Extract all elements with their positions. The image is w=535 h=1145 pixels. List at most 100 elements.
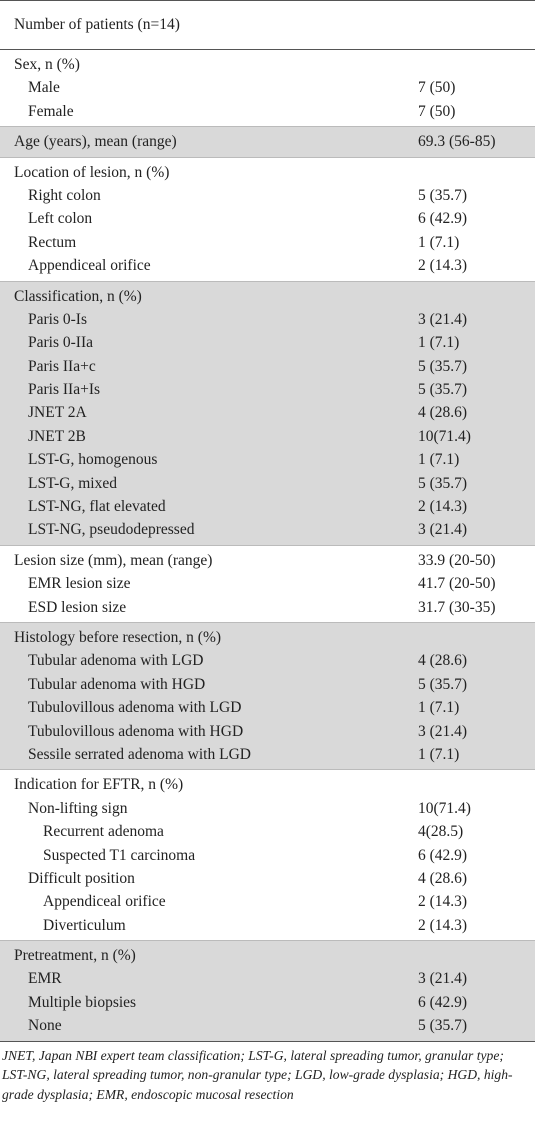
table-row: Pretreatment, n (%) xyxy=(0,944,535,967)
row-value: 5 (35.7) xyxy=(418,381,468,399)
row-value: 41.7 (20-50) xyxy=(418,575,496,593)
row-value: 4(28.5) xyxy=(418,823,464,841)
row-label: Paris 0-IIa xyxy=(28,334,93,352)
row-label: Pretreatment, n (%) xyxy=(14,947,136,965)
row-label: LST-G, homogenous xyxy=(28,451,158,469)
row-label: Rectum xyxy=(28,233,77,251)
row-value: 5 (35.7) xyxy=(418,186,468,204)
table-row: Histology before resection, n (%) xyxy=(0,626,535,649)
table-row: JNET 2A 4 (28.6) xyxy=(0,401,535,424)
table-row: Paris IIa+c 5 (35.7) xyxy=(0,355,535,378)
row-label: Paris IIa+Is xyxy=(28,381,101,399)
table-row: Female 7 (50) xyxy=(0,100,535,123)
table-row: Multiple biopsies 6 (42.9) xyxy=(0,991,535,1014)
row-label: Female xyxy=(28,102,74,120)
row-label: Multiple biopsies xyxy=(28,993,137,1011)
row-label: Tubular adenoma with HGD xyxy=(28,675,206,693)
table-row: Indication for EFTR, n (%) xyxy=(0,773,535,796)
table-row: Paris 0-IIa 1 (7.1) xyxy=(0,331,535,354)
table-section: Age (years), mean (range) 69.3 (56-85) xyxy=(0,126,535,157)
table-footnote: JNET, Japan NBI expert team classificati… xyxy=(0,1040,535,1105)
row-value: 2 (14.3) xyxy=(418,257,468,275)
row-label: Suspected T1 carcinoma xyxy=(43,846,196,864)
table-row: EMR lesion size 41.7 (20-50) xyxy=(0,572,535,595)
table-section: Histology before resection, n (%) Tubular… xyxy=(0,621,535,770)
table-row: Classification, n (%) xyxy=(0,285,535,308)
row-label: LST-G, mixed xyxy=(28,474,117,492)
row-value: 3 (21.4) xyxy=(418,521,468,539)
row-value: 1 (7.1) xyxy=(418,334,460,352)
row-value: 1 (7.1) xyxy=(418,699,460,717)
table-row: Paris IIa+Is 5 (35.7) xyxy=(0,378,535,401)
row-value: 10(71.4) xyxy=(418,427,471,445)
table-row: Diverticulum 2 (14.3) xyxy=(0,914,535,937)
row-value: 3 (21.4) xyxy=(418,310,468,328)
row-label: None xyxy=(28,1017,62,1035)
row-label: Tubulovillous adenoma with HGD xyxy=(28,722,244,740)
row-label: Appendiceal orifice xyxy=(28,257,151,275)
table-row: LST-G, homogenous 1 (7.1) xyxy=(0,448,535,471)
table-row: Non-lifting sign 10(71.4) xyxy=(0,797,535,820)
row-value: 69.3 (56-85) xyxy=(418,133,496,151)
row-label: Appendiceal orifice xyxy=(43,893,166,911)
table-row: Paris 0-Is 3 (21.4) xyxy=(0,308,535,331)
row-value: 5 (35.7) xyxy=(418,675,468,693)
table-row: None 5 (35.7) xyxy=(0,1014,535,1037)
table-row: Lesion size (mm), mean (range) 33.9 (20-5… xyxy=(0,549,535,572)
row-label: Male xyxy=(28,79,60,97)
table-row: Rectum 1 (7.1) xyxy=(0,231,535,254)
table-row: Tubulovillous adenoma with LGD 1 (7.1) xyxy=(0,696,535,719)
table-section: Indication for EFTR, n (%) Non-lifting si… xyxy=(0,769,535,940)
table-row: Age (years), mean (range) 69.3 (56-85) xyxy=(0,130,535,153)
row-value: 1 (7.1) xyxy=(418,451,460,469)
row-value: 7 (50) xyxy=(418,79,456,97)
row-label: Tubulovillous adenoma with LGD xyxy=(28,699,242,717)
row-label: Classification, n (%) xyxy=(14,287,142,305)
row-value: 4 (28.6) xyxy=(418,869,468,887)
row-value: 5 (35.7) xyxy=(418,1017,468,1035)
row-label: Tubular adenoma with LGD xyxy=(28,652,204,670)
table-row: Suspected T1 carcinoma 6 (42.9) xyxy=(0,844,535,867)
row-label: Non-lifting sign xyxy=(28,799,128,817)
row-value: 10(71.4) xyxy=(418,799,471,817)
table-row: Location of lesion, n (%) xyxy=(0,161,535,184)
row-label: Histology before resection, n (%) xyxy=(14,628,222,646)
row-label: Location of lesion, n (%) xyxy=(14,163,170,181)
row-value: 5 (35.7) xyxy=(418,357,468,375)
row-label: Sex, n (%) xyxy=(14,56,80,73)
table-section: Pretreatment, n (%) EMR 3 (21.4) Multiple b… xyxy=(0,940,535,1041)
row-label: Difficult position xyxy=(28,869,135,887)
row-label: Paris IIa+c xyxy=(28,357,96,375)
table-row: Tubular adenoma with LGD 4 (28.6) xyxy=(0,649,535,672)
row-value: 4 (28.6) xyxy=(418,652,468,670)
row-label: Lesion size (mm), mean (range) xyxy=(14,551,213,569)
table-row: LST-G, mixed 5 (35.7) xyxy=(0,472,535,495)
row-value: 6 (42.9) xyxy=(418,846,468,864)
row-label: Recurrent adenoma xyxy=(43,823,164,841)
table-row: LST-NG, flat elevated 2 (14.3) xyxy=(0,495,535,518)
table-row: Male 7 (50) xyxy=(0,76,535,99)
table-body: Sex, n (%) Male 7 (50) Female 7 (50) Age (yea… xyxy=(0,50,535,1041)
row-label: EMR xyxy=(28,970,62,988)
row-value: 2 (14.3) xyxy=(418,498,468,516)
table-section: Classification, n (%) Paris 0-Is 3 (21.4) P… xyxy=(0,280,535,545)
table-row: EMR 3 (21.4) xyxy=(0,967,535,990)
table-section: Location of lesion, n (%) Right colon 5 (3… xyxy=(0,156,535,281)
row-label: Sessile serrated adenoma with LGD xyxy=(28,745,251,763)
table-row: Appendiceal orifice 2 (14.3) xyxy=(0,254,535,277)
row-value: 6 (42.9) xyxy=(418,210,468,228)
row-value: 3 (21.4) xyxy=(418,722,468,740)
row-value: 2 (14.3) xyxy=(418,916,468,934)
row-label: LST-NG, pseudodepressed xyxy=(28,521,195,539)
table-row: Sex, n (%) xyxy=(0,53,535,76)
table-section: Sex, n (%) Male 7 (50) Female 7 (50) xyxy=(0,50,535,126)
table-section: Lesion size (mm), mean (range) 33.9 (20-5… xyxy=(0,544,535,622)
row-label: JNET 2B xyxy=(28,427,86,445)
row-value: 33.9 (20-50) xyxy=(418,551,496,569)
table-row: ESD lesion size 31.7 (30-35) xyxy=(0,596,535,619)
table-row: Sessile serrated adenoma with LGD 1 (7.1) xyxy=(0,743,535,766)
row-label: Right colon xyxy=(28,186,101,204)
table-row: Right colon 5 (35.7) xyxy=(0,184,535,207)
table-row: Left colon 6 (42.9) xyxy=(0,207,535,230)
row-value: 31.7 (30-35) xyxy=(418,598,496,616)
